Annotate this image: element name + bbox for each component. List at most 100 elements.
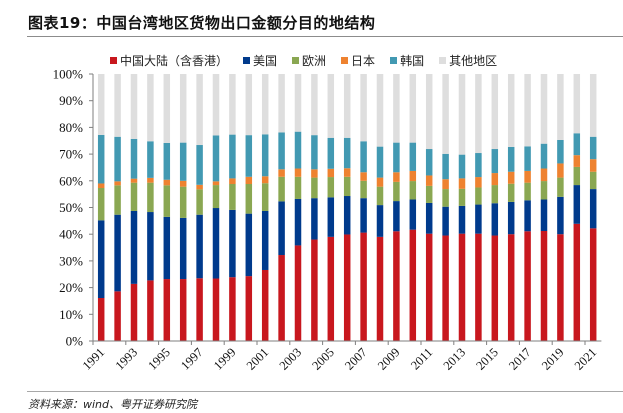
bar-segment — [540, 168, 548, 182]
bar-segment — [163, 185, 171, 217]
legend-label-europe: 欧洲 — [302, 54, 327, 68]
bar-segment — [294, 176, 302, 199]
bar-segment — [540, 199, 548, 231]
bar-segment — [507, 171, 515, 184]
bar-group-1991 — [97, 74, 105, 341]
bar-group-1998 — [212, 74, 220, 341]
bars — [97, 74, 597, 341]
bar-segment — [557, 139, 564, 164]
bar-segment — [130, 138, 138, 179]
bar-group-1997 — [196, 74, 203, 341]
bar-segment — [97, 188, 105, 221]
bar-segment — [409, 142, 417, 171]
chart-title: 图表19：中国台湾地区货物出口金额分目的地结构 — [28, 14, 376, 32]
bar-segment — [130, 283, 138, 341]
x-tick-label: 2009 — [375, 345, 403, 373]
bar-segment — [524, 200, 531, 232]
bar-segment — [229, 277, 236, 341]
bar-segment — [229, 209, 236, 278]
bar-segment — [327, 137, 335, 169]
bar-segment — [278, 201, 285, 256]
bar-segment — [376, 186, 384, 206]
bar-segment — [475, 177, 482, 188]
legend-label-korea: 韩国 — [400, 54, 425, 68]
bar-segment — [163, 216, 171, 280]
bar-segment — [376, 205, 384, 237]
bar-segment — [147, 177, 154, 183]
bar-segment — [442, 179, 449, 190]
footer-divider — [27, 391, 623, 392]
bar-group-1995 — [163, 74, 171, 341]
bar-group-1993 — [130, 74, 138, 341]
bar-segment — [393, 181, 400, 202]
bar-segment — [360, 232, 367, 341]
bar-segment — [393, 74, 400, 143]
bar-segment — [97, 298, 105, 341]
bar-segment — [360, 198, 367, 233]
bar-segment — [393, 142, 400, 173]
x-tick-label: 1991 — [80, 345, 108, 373]
y-tick-label: 60% — [59, 173, 83, 188]
bar-segment — [261, 210, 269, 270]
bar-segment — [442, 206, 449, 236]
bar-segment — [261, 74, 269, 135]
bar-segment — [409, 74, 417, 143]
bar-segment — [229, 74, 236, 135]
bar-group-1999 — [229, 74, 236, 341]
bar-segment — [589, 189, 597, 229]
bar-segment — [491, 173, 499, 186]
bar-segment — [97, 183, 105, 189]
legend-swatch-europe — [292, 57, 300, 64]
bar-segment — [163, 279, 171, 341]
bar-group-2016 — [507, 74, 515, 341]
bar-segment — [196, 184, 203, 190]
bar-segment — [196, 74, 203, 146]
bar-segment — [343, 196, 351, 235]
x-tick-label: 2015 — [473, 345, 501, 373]
bar-segment — [97, 220, 105, 299]
bar-group-2020 — [573, 74, 581, 341]
legend-item-japan: 日本 — [341, 52, 375, 69]
y-axis: 0% 10% 20% 30% 40% 50% 60% 70% 80% 90% 100% — [53, 67, 94, 349]
legend-item-korea: 韩国 — [390, 52, 424, 69]
bar-segment — [114, 74, 121, 137]
legend-swatch-korea — [390, 57, 398, 64]
bar-segment — [147, 74, 154, 142]
legend-label-usa: 美国 — [253, 54, 278, 68]
bar-segment — [524, 74, 531, 147]
bar-segment — [130, 210, 138, 284]
bar-segment — [179, 186, 187, 218]
bar-segment — [261, 183, 269, 211]
bar-segment — [491, 185, 499, 204]
bar-segment — [97, 74, 105, 135]
x-tick-label: 1995 — [145, 345, 173, 373]
bar-segment — [376, 74, 384, 147]
bar-segment — [261, 134, 269, 177]
bar-segment — [524, 170, 531, 183]
bar-segment — [245, 213, 253, 277]
source-note: 资料来源：wind、粤开证券研究院 — [28, 398, 198, 411]
bar-segment — [130, 178, 138, 183]
bar-segment — [475, 233, 482, 341]
y-tick-label: 50% — [59, 200, 83, 215]
bar-segment — [179, 74, 187, 143]
bar-segment — [442, 74, 449, 154]
bar-segment — [147, 212, 154, 281]
bar-segment — [409, 181, 417, 200]
bar-segment — [229, 184, 236, 210]
bar-segment — [524, 231, 531, 341]
y-tick-label: 40% — [59, 227, 83, 242]
x-tick-label: 2019 — [539, 345, 567, 373]
bar-segment — [229, 178, 236, 185]
bar-segment — [245, 135, 253, 177]
bar-segment — [278, 132, 285, 170]
x-tick-label: 2001 — [244, 345, 272, 373]
bar-segment — [557, 196, 564, 235]
bar-segment — [114, 181, 121, 186]
y-tick-label: 20% — [59, 280, 83, 295]
x-tick-label: 1997 — [178, 345, 206, 373]
bar-segment — [343, 176, 351, 197]
bar-group-2003 — [294, 74, 302, 341]
bar-segment — [294, 198, 302, 246]
bar-segment — [212, 181, 220, 186]
